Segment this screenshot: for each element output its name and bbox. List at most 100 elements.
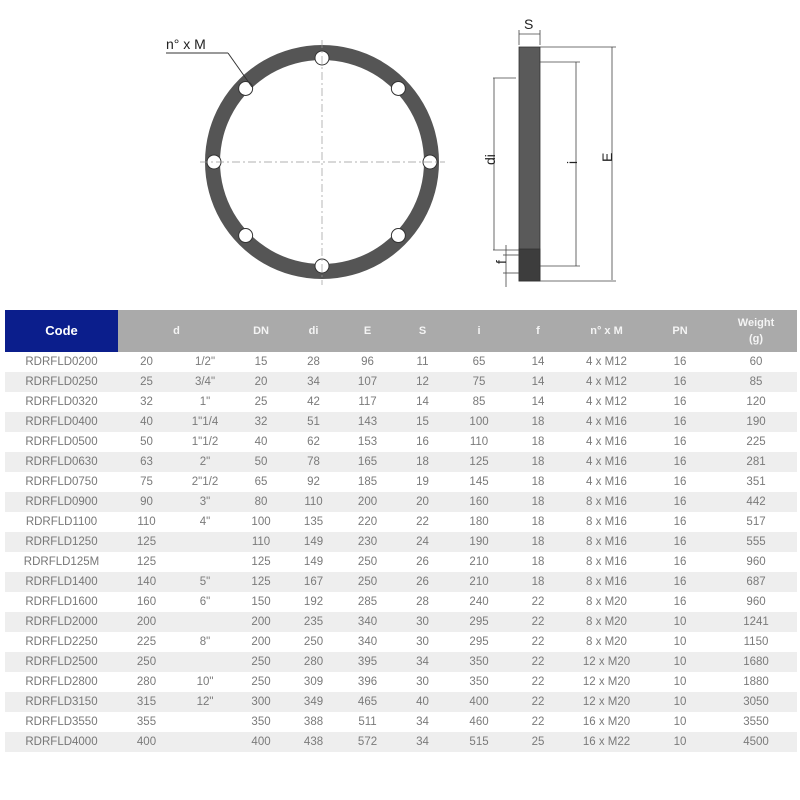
table-cell: 34 xyxy=(287,372,341,392)
table-cell: 20 xyxy=(140,356,153,368)
table-cell: 1680 xyxy=(715,652,798,672)
table-cell: 1880 xyxy=(743,676,769,688)
table-cell: 3" xyxy=(175,492,236,512)
table-cell: 285 xyxy=(357,596,378,608)
table-cell: 135 xyxy=(303,516,324,528)
table-cell: 110 xyxy=(287,492,341,512)
table-cell: 26 xyxy=(395,572,451,592)
table-cell: 20 xyxy=(235,372,288,392)
table-cell: 100 xyxy=(450,412,509,432)
table-cell: 22 xyxy=(531,676,545,688)
table-cell: 160 xyxy=(450,492,509,512)
table-cell: 295 xyxy=(450,612,509,632)
table-row: RDRFLD1600 160 6" 150 192 285 28 240 22 8 x M20 16… xyxy=(5,592,797,612)
table-cell: RDRFLD0250 xyxy=(5,372,118,392)
table-cell: 235 xyxy=(287,612,341,632)
table-header: Code d DN di E S i f n° x M PN Weight (g) xyxy=(5,310,798,352)
table-cell: 10 xyxy=(673,716,687,728)
col-code: Code xyxy=(5,310,118,352)
table-row: RDRFLD0500 50 1"1/2 40 62 153 16 110 18 4 x M16 16… xyxy=(5,432,797,452)
table-cell: 190 xyxy=(450,532,509,552)
table-cell: 8 x M16 xyxy=(568,532,646,552)
table-cell: 250 xyxy=(303,636,324,648)
table-cell: 350 xyxy=(251,716,271,728)
table-cell: 25 xyxy=(508,732,569,752)
table-cell: 50 xyxy=(235,452,288,472)
table-cell: 30 xyxy=(395,612,451,632)
table-cell: 350 xyxy=(469,676,489,688)
table-cell: 22 xyxy=(508,652,569,672)
table-cell: 92 xyxy=(307,476,320,488)
table-cell: RDRFLD1400 xyxy=(5,572,118,592)
table-cell: 16 x M22 xyxy=(568,732,646,752)
table-cell: 400 xyxy=(118,732,175,752)
table-cell: 230 xyxy=(340,532,396,552)
table-cell: 24 xyxy=(395,532,451,552)
table-row: RDRFLD0320 32 1" 25 42 117 14 85 14 4 x M12 16 120 xyxy=(5,392,797,412)
table-cell: RDRFLD3550 xyxy=(25,716,98,728)
table-row: RDRFLD2000 200 200 235 340 30 295 22 8 x M20 10 12… xyxy=(5,612,798,632)
table-cell: 65 xyxy=(472,356,486,368)
table-cell: 1/2" xyxy=(194,356,216,368)
bolt-hole xyxy=(390,228,406,244)
weight-line1: Weight xyxy=(737,317,775,329)
table-cell: 1"1/4 xyxy=(175,412,236,432)
table-cell: 200 xyxy=(118,612,175,632)
table-row: RDRFLD125M 125 125 149 250 26 210 18 8 x M16 16 96… xyxy=(5,552,797,572)
table-cell: 30 xyxy=(416,676,429,688)
table-cell: 200 xyxy=(251,636,271,648)
table-cell: 14 xyxy=(531,396,545,408)
col-s: S xyxy=(395,310,451,352)
table-cell: 388 xyxy=(303,716,324,728)
table-cell: 34 xyxy=(416,716,429,728)
table-row: RDRFLD3550 355 350 388 511 34 460 22 16 x M20 10 3… xyxy=(5,712,797,732)
table-row: RDRFLD0630 63 2" 50 78 165 18 125 18 4 x M16 16 281 xyxy=(5,452,798,472)
table-cell: 8 x M20 xyxy=(586,636,627,648)
table-cell: 75 xyxy=(140,476,153,488)
table-cell: 250 xyxy=(118,652,175,672)
table-cell: 22 xyxy=(416,516,429,528)
table-cell xyxy=(175,612,236,632)
table-cell: 4500 xyxy=(715,732,798,752)
table-cell: 180 xyxy=(469,516,489,528)
table-cell: 16 xyxy=(673,516,687,528)
table-cell: 149 xyxy=(287,532,341,552)
table-cell: 10 xyxy=(645,732,716,752)
table-cell: RDRFLD0500 xyxy=(25,436,98,448)
table-cell: 960 xyxy=(746,596,766,608)
table-cell: 16 xyxy=(673,396,687,408)
table-cell: RDRFLD0200 xyxy=(25,356,98,368)
table-cell: 200 xyxy=(235,612,288,632)
table-cell: 5" xyxy=(175,572,236,592)
table-cell: RDRFLD2000 xyxy=(5,612,118,632)
col-di: di xyxy=(287,310,341,352)
table-cell: 110 xyxy=(235,532,288,552)
table-row: RDRFLD0750 75 2"1/2 65 92 185 19 145 18 4 x M16 16… xyxy=(5,472,797,492)
table-cell xyxy=(175,552,235,572)
table-cell: 110 xyxy=(469,436,489,448)
table-cell: RDRFLD0400 xyxy=(5,412,118,432)
col-i: i xyxy=(450,310,509,352)
table-cell: 515 xyxy=(450,732,509,752)
table-cell: 16 xyxy=(645,572,716,592)
table-cell: 18 xyxy=(531,436,545,448)
table-cell: 8 x M16 xyxy=(568,572,646,592)
table-cell: 351 xyxy=(746,476,766,488)
table-cell: 42 xyxy=(307,396,320,408)
table-cell: 32 xyxy=(235,412,288,432)
table-cell: 240 xyxy=(469,596,489,608)
table-cell: 250 xyxy=(357,556,378,568)
table-cell: 160 xyxy=(136,596,157,608)
table-row: RDRFLD1400 140 5" 125 167 250 26 210 18 8 x M16 16… xyxy=(5,572,798,592)
table-cell: 4 x M12 xyxy=(586,396,627,408)
table-cell: 12 x M20 xyxy=(568,692,646,712)
table-cell: 315 xyxy=(118,692,175,712)
table-cell: 65 xyxy=(254,476,268,488)
table-cell: 280 xyxy=(136,676,157,688)
table-cell: 465 xyxy=(340,692,396,712)
table-cell: 18 xyxy=(531,516,545,528)
bolt-hole xyxy=(238,80,254,96)
table-cell: 22 xyxy=(531,636,545,648)
table-cell: 280 xyxy=(287,652,341,672)
table-cell: RDRFLD3150 xyxy=(5,692,118,712)
